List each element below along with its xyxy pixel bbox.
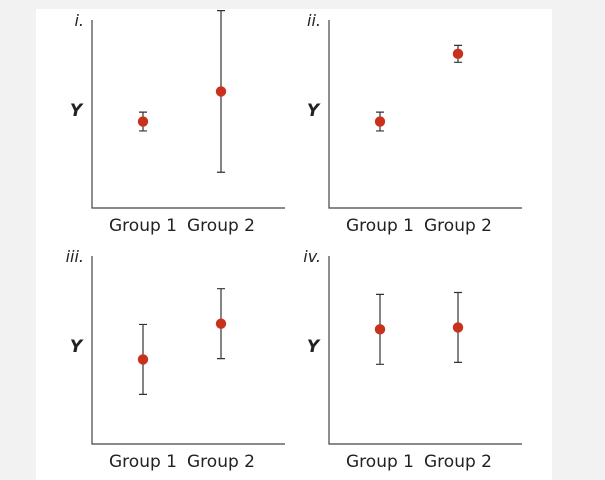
panel-label: iii. xyxy=(66,247,84,266)
data-point xyxy=(137,354,149,365)
data-point xyxy=(452,322,464,333)
x-tick-label: Group 1 xyxy=(109,452,177,472)
axes xyxy=(91,20,285,209)
y-axis-label: Y xyxy=(70,337,84,357)
axes xyxy=(328,256,522,445)
panel-label: ii. xyxy=(307,11,321,30)
data-point xyxy=(215,318,227,329)
x-tick-label: Group 2 xyxy=(187,452,255,472)
panel-label: iv. xyxy=(303,247,321,266)
x-tick-label: Group 2 xyxy=(424,452,492,472)
figure-sheet xyxy=(36,9,552,480)
data-point xyxy=(374,116,386,127)
x-tick-label: Group 2 xyxy=(187,216,255,236)
data-point xyxy=(452,48,464,60)
panel-4: iv. Y Group 1 Group 2 xyxy=(303,247,522,472)
panel-3: iii. Y Group 1 Group 2 xyxy=(66,247,285,472)
x-tick-label: Group 1 xyxy=(346,452,414,472)
panel-1: i. Y Group 1 Group 2 xyxy=(70,10,285,236)
data-point xyxy=(215,86,227,97)
x-tick-label: Group 1 xyxy=(109,216,177,236)
y-axis-label: Y xyxy=(307,337,321,357)
axes xyxy=(328,20,522,209)
panel-2: ii. Y Group 1 Group 2 xyxy=(307,11,522,236)
data-point xyxy=(374,324,386,335)
x-tick-label: Group 1 xyxy=(346,216,414,236)
data-point xyxy=(137,116,149,127)
y-axis-label: Y xyxy=(70,101,84,121)
axes xyxy=(91,256,285,445)
y-axis-label: Y xyxy=(307,101,321,121)
x-tick-label: Group 2 xyxy=(424,216,492,236)
panel-label: i. xyxy=(74,11,84,30)
